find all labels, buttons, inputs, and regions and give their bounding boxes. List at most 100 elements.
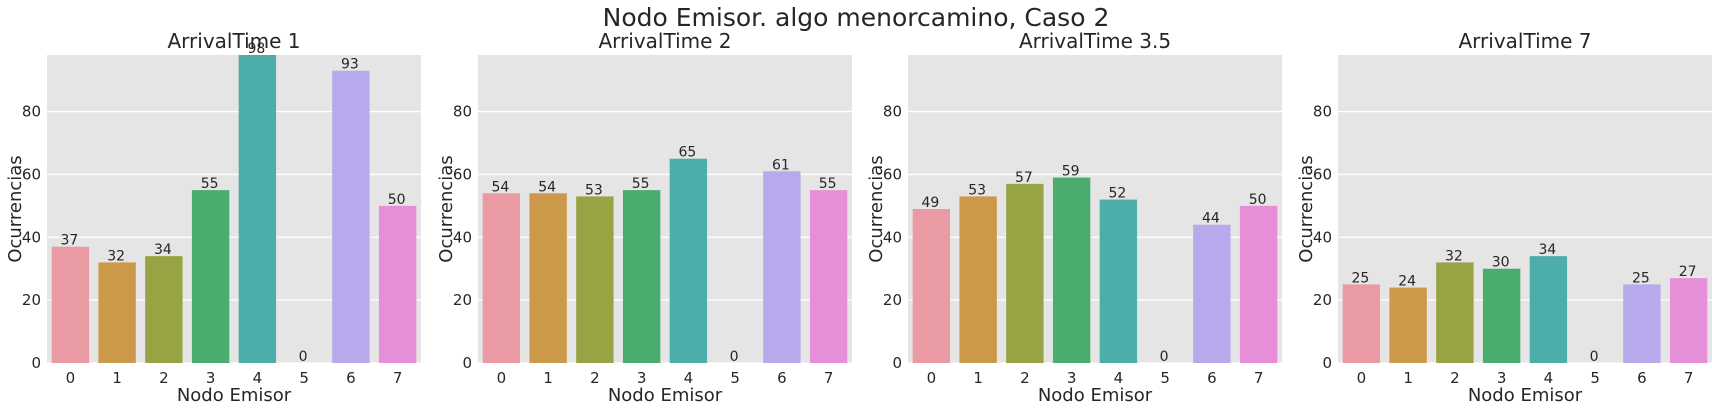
bar [1052, 177, 1091, 363]
data-label: 53 [585, 182, 603, 198]
data-label: 55 [819, 176, 837, 192]
bar [1006, 183, 1044, 363]
bar [1239, 205, 1278, 363]
x-tick-label: 2 [590, 369, 600, 387]
y-tick-label: 60 [883, 165, 902, 183]
x-tick-label: 0 [497, 369, 507, 387]
y-tick-label: 20 [883, 291, 902, 309]
bar [912, 209, 951, 363]
bar [1482, 268, 1521, 363]
subplot-title: ArrivalTime 2 [598, 29, 731, 53]
bar [1623, 284, 1661, 363]
bar [763, 171, 801, 363]
x-tick-label: 5 [299, 369, 309, 387]
subplot-1: 02040608037032134255398405936507ArrivalT… [5, 29, 421, 406]
bar [238, 55, 277, 363]
y-tick-label: 0 [892, 354, 902, 372]
x-tick-label: 1 [973, 369, 983, 387]
y-axis-label: Ocurrencias [436, 155, 457, 262]
bar [622, 190, 661, 363]
data-label: 61 [772, 157, 790, 173]
x-tick-label: 3 [1067, 369, 1077, 387]
data-label: 0 [1160, 349, 1169, 365]
bar [1436, 262, 1474, 363]
y-tick-label: 60 [1313, 165, 1332, 183]
data-label: 49 [921, 195, 939, 211]
data-label: 54 [538, 179, 556, 195]
x-tick-label: 4 [1114, 369, 1124, 387]
data-label: 50 [388, 192, 406, 208]
subplot-title: ArrivalTime 1 [167, 29, 300, 53]
y-tick-label: 40 [22, 228, 41, 246]
y-tick-label: 80 [883, 103, 902, 121]
data-label: 34 [154, 242, 172, 258]
data-label: 25 [1351, 270, 1369, 286]
data-label: 65 [678, 145, 696, 161]
data-label: 57 [1015, 170, 1033, 186]
subplot-title: ArrivalTime 3.5 [1019, 29, 1171, 53]
data-label: 59 [1062, 164, 1080, 180]
data-label: 50 [1249, 192, 1267, 208]
x-axis-label: Nodo Emisor [1038, 385, 1153, 406]
data-label: 27 [1679, 264, 1697, 280]
y-tick-label: 60 [22, 165, 41, 183]
data-label: 93 [341, 57, 359, 73]
x-tick-label: 6 [777, 369, 787, 387]
data-label: 0 [730, 349, 739, 365]
data-label: 55 [632, 176, 650, 192]
data-label: 52 [1108, 186, 1126, 202]
x-tick-label: 7 [1684, 369, 1694, 387]
x-tick-label: 0 [927, 369, 937, 387]
x-tick-label: 0 [66, 369, 76, 387]
bar [332, 70, 370, 363]
subplot-title: ArrivalTime 7 [1458, 29, 1591, 53]
y-tick-label: 40 [883, 228, 902, 246]
data-label: 24 [1398, 274, 1416, 290]
bar [959, 196, 997, 363]
x-tick-label: 4 [684, 369, 694, 387]
x-tick-label: 1 [112, 369, 122, 387]
y-axis-label: Ocurrencias [5, 155, 26, 262]
data-label: 0 [299, 349, 308, 365]
x-axis-label: Nodo Emisor [608, 385, 723, 406]
data-label: 53 [968, 182, 986, 198]
x-tick-label: 3 [637, 369, 647, 387]
y-tick-label: 80 [453, 103, 472, 121]
x-tick-label: 4 [253, 369, 263, 387]
bar [529, 193, 567, 363]
y-tick-label: 40 [1313, 228, 1332, 246]
data-label: 34 [1538, 242, 1556, 258]
data-label: 25 [1632, 270, 1650, 286]
y-axis-label: Ocurrencias [866, 155, 887, 262]
bar [51, 246, 90, 363]
x-axis-label: Nodo Emisor [177, 385, 292, 406]
data-label: 54 [491, 179, 509, 195]
x-tick-label: 6 [1207, 369, 1217, 387]
x-tick-label: 7 [824, 369, 834, 387]
x-tick-label: 5 [1590, 369, 1600, 387]
bar [191, 190, 230, 363]
y-tick-label: 0 [31, 354, 41, 372]
bar [1529, 256, 1568, 363]
bar [669, 158, 708, 363]
y-tick-label: 0 [462, 354, 472, 372]
bar [482, 193, 521, 363]
bar [1193, 224, 1231, 363]
data-label: 44 [1202, 211, 1220, 227]
x-tick-label: 3 [206, 369, 216, 387]
x-tick-label: 0 [1357, 369, 1367, 387]
data-label: 37 [60, 233, 78, 249]
y-tick-label: 60 [453, 165, 472, 183]
x-tick-label: 7 [393, 369, 403, 387]
x-axis-label: Nodo Emisor [1468, 385, 1583, 406]
bar [378, 205, 417, 363]
data-label: 32 [1445, 248, 1463, 264]
data-label: 55 [201, 176, 219, 192]
subplot-3: 02040608049053157259352405446507ArrivalT… [866, 29, 1282, 406]
x-tick-label: 2 [159, 369, 169, 387]
x-tick-label: 5 [730, 369, 740, 387]
x-tick-label: 5 [1160, 369, 1170, 387]
subplot-2: 02040608054054153255365405616557ArrivalT… [436, 29, 852, 406]
bar [1389, 287, 1427, 363]
